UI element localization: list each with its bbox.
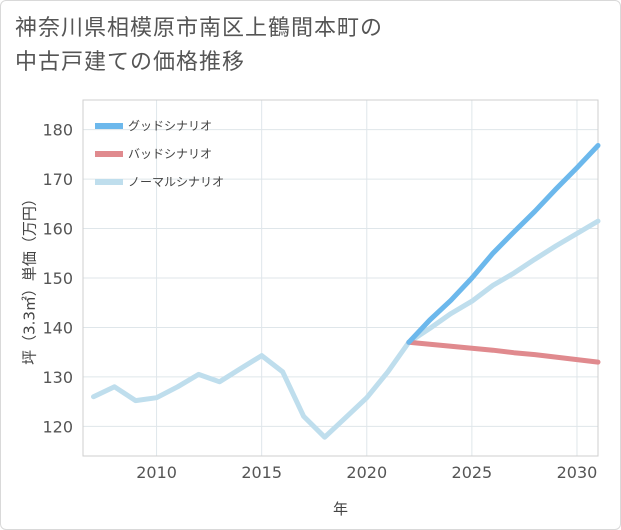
y-axis-ticks: 120 130 140 150 160 170 180 — [42, 121, 73, 437]
y-tick-label: 150 — [42, 269, 73, 288]
x-tick-label: 2020 — [346, 463, 387, 482]
legend-label: バッドシナリオ — [128, 147, 212, 161]
legend-label: ノーマルシナリオ — [128, 175, 224, 189]
x-tick-label: 2010 — [136, 463, 177, 482]
y-tick-label: 120 — [42, 417, 73, 436]
x-axis-label: 年 — [333, 500, 348, 518]
series-line-2 — [406, 339, 601, 365]
x-tick-label: 2015 — [241, 463, 282, 482]
y-tick-label: 180 — [42, 121, 73, 140]
x-axis-ticks: 2010 2015 2020 2025 2030 — [136, 463, 597, 482]
y-axis-label: 坪（3.3㎡）単価（万円） — [21, 191, 39, 365]
x-tick-label: 2025 — [452, 463, 493, 482]
legend-label: グッドシナリオ — [128, 119, 212, 133]
x-tick-label: 2030 — [557, 463, 598, 482]
plot-border — [82, 99, 599, 457]
chart-title: 神奈川県相模原市南区上鶴間本町の 中古戸建ての価格推移 — [15, 12, 383, 80]
series-lines — [91, 143, 601, 440]
series-line-3 — [91, 218, 601, 440]
y-tick-label: 140 — [42, 318, 73, 337]
series-line-1 — [406, 143, 601, 345]
y-tick-label: 160 — [42, 220, 73, 239]
y-tick-label: 130 — [42, 368, 73, 387]
y-tick-label: 170 — [42, 170, 73, 189]
chart-title-line1: 神奈川県相模原市南区上鶴間本町の — [15, 16, 384, 41]
chart-title-line2: 中古戸建ての価格推移 — [15, 50, 246, 75]
